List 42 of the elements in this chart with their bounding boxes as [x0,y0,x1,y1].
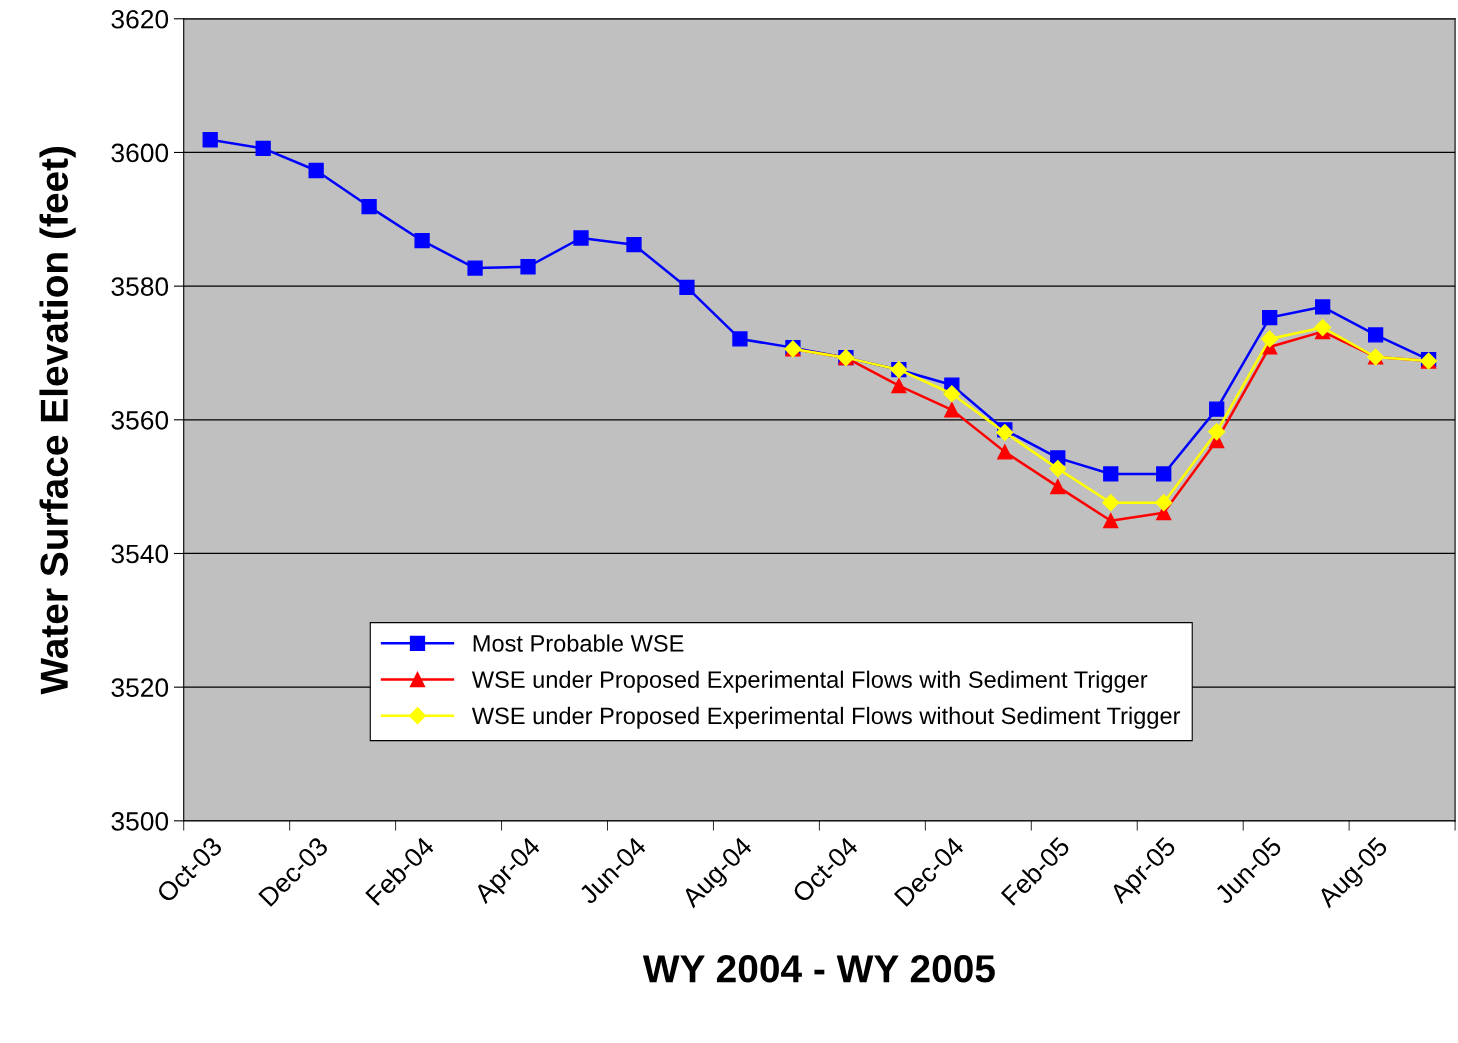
point [1103,466,1119,482]
point [467,260,483,276]
point [1262,309,1278,326]
point [1049,460,1067,478]
point [1050,479,1066,495]
y-tick-label: 3600 [111,143,169,163]
point [520,259,536,275]
point [997,444,1013,460]
legend-label: WSE under Proposed Experimental Flows without Sediment Trigger [471,706,1181,729]
point [1155,494,1173,512]
point [679,279,695,296]
point [255,140,271,157]
y-axis-title: Water Surface Elevation (feet) [39,146,76,695]
point [1208,423,1226,441]
point [573,230,589,246]
point [943,385,961,403]
point [1314,319,1332,337]
point [361,198,377,215]
y-tick-label: 3560 [111,410,169,430]
point [996,423,1014,442]
y-tick-label: 3540 [111,544,169,564]
point [1261,330,1279,348]
point [1102,494,1120,512]
y-tick-label: 3500 [111,811,169,831]
point [1209,401,1225,417]
y-tick-label: 3580 [111,277,169,296]
point [202,132,218,148]
point [1156,466,1172,482]
point [1103,513,1119,529]
point [308,162,324,179]
x-axis-title: WY 2004 - WY 2005 [642,954,995,983]
y-tick-label: 3620 [111,9,169,29]
point [1315,299,1331,315]
point [414,233,430,249]
point [626,237,642,253]
legend-label: WSE under Proposed Experimental Flows with Sediment Trigger [471,670,1148,693]
point [1367,327,1384,343]
legend-label: Most Probable WSE [473,634,684,652]
y-tick-label: 3520 [111,678,169,697]
point [944,402,960,418]
point [891,378,907,394]
point [732,331,748,347]
